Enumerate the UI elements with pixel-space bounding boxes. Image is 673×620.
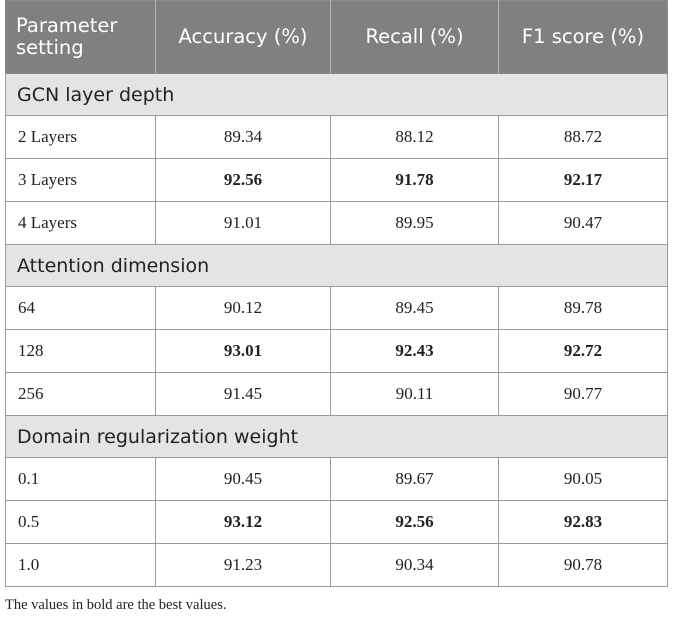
table-footnote: The values in bold are the best values. — [5, 597, 227, 613]
f1-cell: 90.47 — [498, 201, 668, 245]
accuracy-cell: 93.12 — [155, 500, 331, 544]
row-label: 4 Layers — [5, 201, 156, 245]
row-label: 0.1 — [5, 457, 156, 501]
f1-cell: 88.72 — [498, 115, 668, 159]
accuracy-cell: 89.34 — [155, 115, 331, 159]
f1-cell: 92.83 — [498, 500, 668, 544]
f1-cell: 89.78 — [498, 286, 668, 330]
table-row: 0.5 93.12 92.56 92.83 — [5, 500, 668, 544]
results-table-container: Parameter setting Accuracy (%) Recall (%… — [5, 0, 668, 587]
accuracy-cell: 93.01 — [155, 329, 331, 373]
recall-cell: 92.56 — [330, 500, 499, 544]
table-row: 3 Layers 92.56 91.78 92.17 — [5, 158, 668, 202]
accuracy-cell: 92.56 — [155, 158, 331, 202]
header-accuracy: Accuracy (%) — [155, 0, 331, 74]
table-row: 1.0 91.23 90.34 90.78 — [5, 543, 668, 587]
recall-cell: 92.43 — [330, 329, 499, 373]
row-label: 1.0 — [5, 543, 156, 587]
accuracy-cell: 91.45 — [155, 372, 331, 416]
f1-cell: 92.72 — [498, 329, 668, 373]
row-label: 64 — [5, 286, 156, 330]
parameter-sensitivity-table: Parameter setting Accuracy (%) Recall (%… — [5, 0, 668, 587]
recall-cell: 90.11 — [330, 372, 499, 416]
table-row: 0.1 90.45 89.67 90.05 — [5, 457, 668, 501]
row-label: 2 Layers — [5, 115, 156, 159]
group-title: Domain regularization weight — [5, 415, 668, 458]
row-label: 256 — [5, 372, 156, 416]
recall-cell: 89.95 — [330, 201, 499, 245]
row-label: 0.5 — [5, 500, 156, 544]
row-label: 3 Layers — [5, 158, 156, 202]
recall-cell: 91.78 — [330, 158, 499, 202]
table-row: 2 Layers 89.34 88.12 88.72 — [5, 115, 668, 159]
recall-cell: 88.12 — [330, 115, 499, 159]
group-row: Domain regularization weight — [5, 415, 668, 458]
f1-cell: 90.05 — [498, 457, 668, 501]
recall-cell: 89.45 — [330, 286, 499, 330]
f1-cell: 90.77 — [498, 372, 668, 416]
recall-cell: 89.67 — [330, 457, 499, 501]
group-title: Attention dimension — [5, 244, 668, 287]
group-title: GCN layer depth — [5, 73, 668, 116]
recall-cell: 90.34 — [330, 543, 499, 587]
accuracy-cell: 90.45 — [155, 457, 331, 501]
table-header-row: Parameter setting Accuracy (%) Recall (%… — [5, 0, 668, 74]
group-row: Attention dimension — [5, 244, 668, 287]
accuracy-cell: 90.12 — [155, 286, 331, 330]
f1-cell: 90.78 — [498, 543, 668, 587]
group-row: GCN layer depth — [5, 73, 668, 116]
table-row: 128 93.01 92.43 92.72 — [5, 329, 668, 373]
f1-cell: 92.17 — [498, 158, 668, 202]
table-row: 4 Layers 91.01 89.95 90.47 — [5, 201, 668, 245]
accuracy-cell: 91.23 — [155, 543, 331, 587]
header-parameter-setting: Parameter setting — [5, 0, 156, 74]
accuracy-cell: 91.01 — [155, 201, 331, 245]
table-row: 64 90.12 89.45 89.78 — [5, 286, 668, 330]
header-recall: Recall (%) — [330, 0, 499, 74]
row-label: 128 — [5, 329, 156, 373]
table-row: 256 91.45 90.11 90.77 — [5, 372, 668, 416]
header-f1-score: F1 score (%) — [498, 0, 668, 74]
